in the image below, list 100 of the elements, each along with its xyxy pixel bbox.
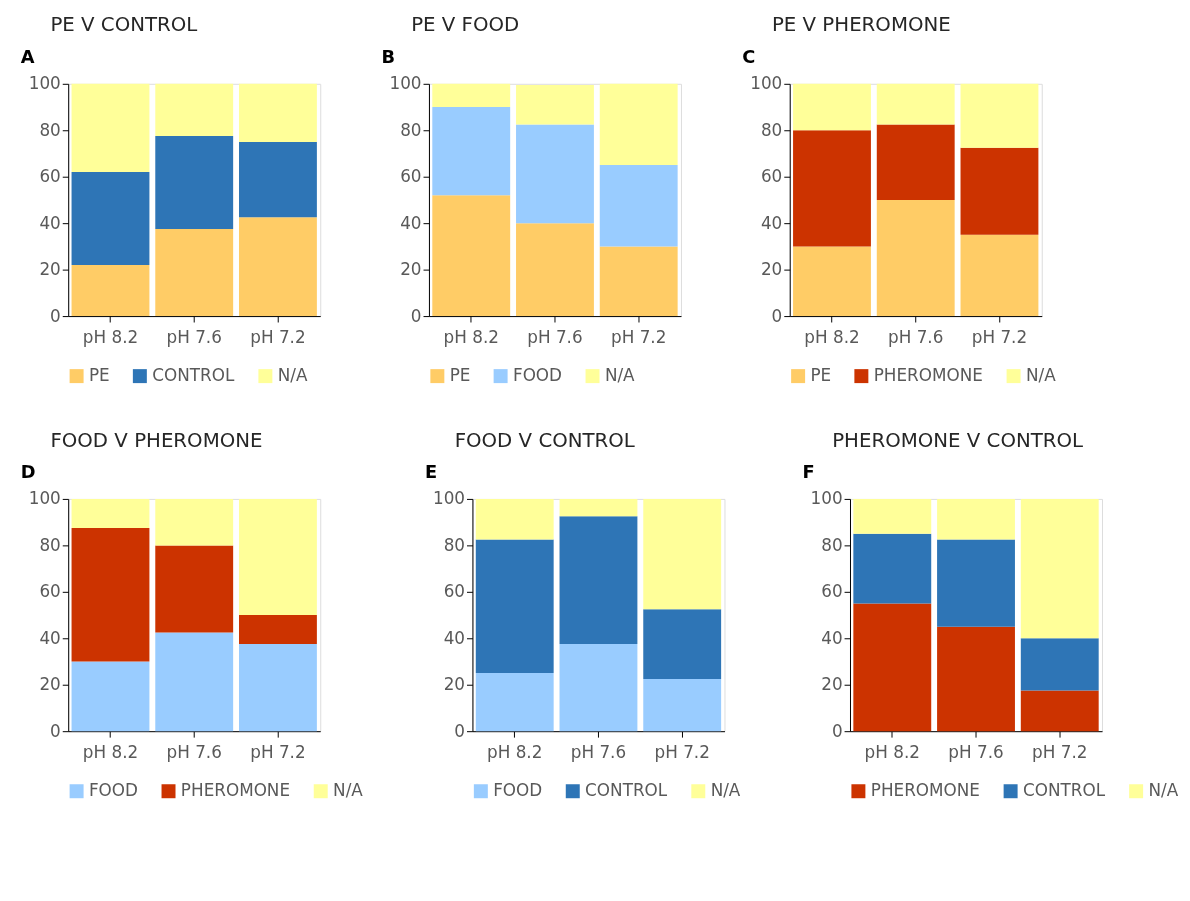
y-tick-label: 100 — [389, 73, 422, 94]
bar — [643, 678, 722, 732]
bar — [876, 124, 955, 200]
bar — [155, 228, 234, 317]
legend-label: PE — [810, 365, 832, 386]
chart-title: FOOD V PHEROMONE — [50, 428, 263, 452]
y-tick-label: 80 — [400, 119, 422, 140]
bar — [432, 83, 511, 108]
x-tick-label: pH 7.2 — [250, 742, 306, 763]
x-tick-label: pH 8.2 — [864, 742, 920, 763]
bar — [155, 545, 234, 633]
y-tick-label: 20 — [760, 259, 783, 280]
bar — [793, 130, 871, 247]
text: A — [20, 46, 35, 68]
legend-label: PHEROMONE — [870, 780, 980, 801]
chart-title: PE V PHEROMONE — [771, 13, 951, 37]
y-tick-label: 40 — [39, 212, 61, 233]
x-tick-label: pH 8.2 — [804, 327, 860, 348]
bar — [239, 644, 317, 732]
x-tick-label: pH 8.2 — [82, 327, 139, 348]
y-tick-label: 40 — [443, 627, 466, 648]
y-tick-label: 0 — [50, 720, 61, 741]
bar — [155, 632, 234, 732]
bar — [876, 83, 955, 125]
y-tick-label: 20 — [39, 259, 61, 280]
y-tick-label: 60 — [400, 166, 422, 187]
text: E — [425, 461, 438, 483]
bar — [516, 223, 594, 317]
bar — [937, 539, 1015, 627]
legend-label: PHEROMONE — [873, 365, 983, 386]
y-tick-label: 60 — [760, 166, 783, 187]
y-tick-label: 60 — [821, 581, 843, 602]
bar — [937, 498, 1015, 540]
bar — [960, 83, 1039, 148]
legend-label: PHEROMONE — [180, 780, 291, 801]
bar — [432, 107, 511, 196]
x-tick-label: pH 7.6 — [527, 327, 583, 348]
y-tick-label: 40 — [821, 627, 843, 648]
bar — [239, 498, 317, 616]
chart-title: PHEROMONE V CONTROL — [832, 428, 1084, 452]
bar — [793, 246, 871, 317]
x-tick-label: pH 7.2 — [654, 742, 710, 763]
legend-label: CONTROL — [152, 365, 235, 386]
bar — [559, 516, 638, 645]
bar — [239, 217, 317, 317]
bar — [960, 147, 1039, 235]
bar — [559, 644, 638, 732]
x-tick-label: pH 8.2 — [487, 742, 543, 763]
bar — [155, 498, 234, 546]
x-tick-label: pH 7.2 — [250, 327, 306, 348]
chart-title: FOOD V CONTROL — [454, 428, 635, 452]
bar — [155, 136, 234, 229]
legend-label: N/A — [277, 365, 308, 386]
y-tick-label: 80 — [760, 119, 783, 140]
text: C — [742, 46, 756, 68]
x-tick-label: pH 8.2 — [443, 327, 499, 348]
legend-label: N/A — [1025, 365, 1057, 386]
y-tick-label: 20 — [400, 259, 422, 280]
x-tick-label: pH 7.2 — [971, 327, 1028, 348]
bar — [71, 264, 150, 317]
x-tick-label: pH 7.2 — [1032, 742, 1088, 763]
x-tick-label: pH 7.2 — [611, 327, 667, 348]
bar — [239, 83, 317, 142]
legend-label: FOOD — [512, 365, 563, 386]
bar — [599, 165, 678, 247]
y-tick-label: 100 — [750, 73, 783, 94]
bar — [432, 195, 511, 317]
y-tick-label: 40 — [39, 627, 61, 648]
x-tick-label: pH 7.6 — [166, 327, 222, 348]
bar — [239, 141, 317, 218]
bar — [475, 498, 554, 540]
x-tick-label: pH 7.6 — [570, 742, 627, 763]
y-tick-label: 100 — [810, 488, 843, 509]
y-tick-label: 100 — [28, 73, 61, 94]
y-tick-label: 40 — [400, 212, 422, 233]
legend-label: FOOD — [88, 780, 138, 801]
legend-label: PE — [449, 365, 471, 386]
y-tick-label: 60 — [443, 581, 466, 602]
bar — [71, 527, 150, 662]
bar — [599, 246, 678, 317]
y-tick-label: 60 — [39, 166, 61, 187]
chart-title: PE V FOOD — [411, 13, 520, 37]
bar — [155, 83, 234, 137]
legend-label: N/A — [333, 780, 364, 801]
bar — [475, 673, 554, 732]
bar — [1020, 498, 1099, 639]
bar — [516, 124, 594, 224]
bar — [239, 615, 317, 645]
y-tick-label: 60 — [39, 581, 61, 602]
bar — [793, 83, 871, 131]
bar — [516, 84, 594, 125]
y-tick-label: 80 — [443, 534, 466, 555]
legend-label: CONTROL — [585, 780, 668, 801]
bar — [1020, 690, 1099, 732]
bar — [937, 626, 1015, 732]
y-tick-label: 0 — [831, 720, 843, 741]
bar — [876, 199, 955, 317]
bar — [960, 234, 1039, 317]
y-tick-label: 100 — [432, 488, 466, 509]
text: B — [381, 46, 396, 68]
